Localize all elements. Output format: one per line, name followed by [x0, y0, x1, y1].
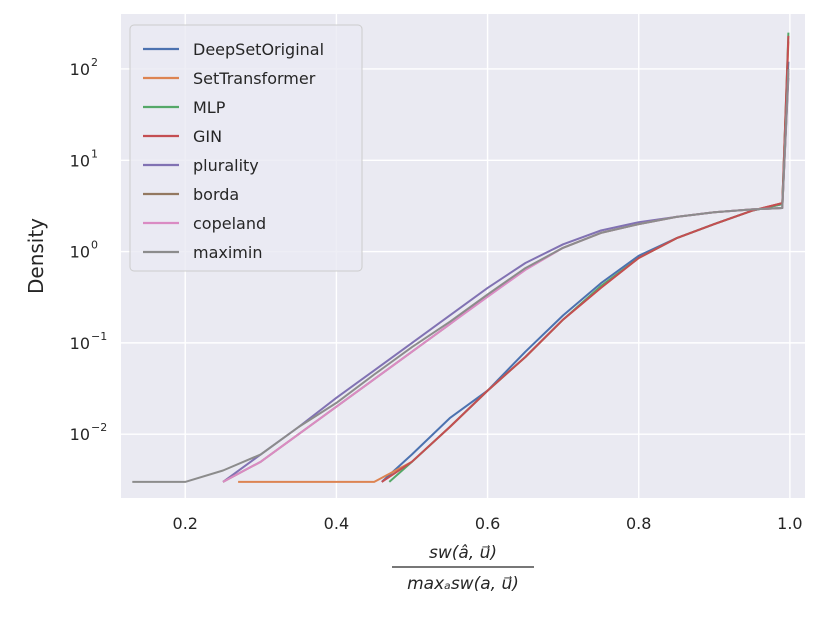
y-tick-base: 10: [70, 334, 90, 353]
legend: DeepSetOriginal SetTransformer MLP GIN plura…: [129, 24, 363, 272]
legend-label-5: borda: [193, 185, 239, 204]
series-line-3: [381, 35, 790, 483]
legend-label-2: MLP: [193, 98, 226, 117]
y-tick-exponent: 1: [91, 147, 98, 160]
x-axis-label-numerator: sw(â, u⃗): [429, 543, 497, 563]
y-tick-label: 10 2: [70, 56, 98, 79]
series-lines: [132, 32, 790, 483]
x-tick-label: 0.8: [626, 514, 651, 533]
legend-label-0: DeepSetOriginal: [193, 40, 324, 59]
y-tick-label: 10 −2: [70, 421, 108, 444]
legend-label-7: maximin: [193, 243, 262, 262]
y-tick-base: 10: [70, 151, 90, 170]
y-tick-exponent: 0: [91, 239, 98, 252]
legend-label-3: GIN: [193, 127, 222, 146]
legend-label-1: SetTransformer: [193, 69, 316, 88]
y-tick-exponent: −1: [91, 330, 107, 343]
legend-label-4: plurality: [193, 156, 259, 175]
y-tick-label: 10 1: [70, 147, 98, 170]
y-tick-base: 10: [70, 60, 90, 79]
legend-label-6: copeland: [193, 214, 266, 233]
x-tick-label: 0.6: [475, 514, 500, 533]
y-tick-exponent: 2: [91, 56, 98, 69]
y-axis-label: Density: [24, 218, 48, 294]
y-tick-label: 10 −1: [70, 330, 108, 353]
y-tick-base: 10: [70, 425, 90, 444]
y-tick-base: 10: [70, 243, 90, 262]
x-tick-label: 0.2: [173, 514, 198, 533]
x-axis-label-denominator: maxₐsw(a, u⃗): [407, 574, 519, 594]
y-tick-label: 10 0: [70, 239, 98, 262]
series-line-7: [132, 68, 790, 483]
x-tick-labels: 0.2 0.4 0.6 0.8 1.0: [173, 514, 803, 533]
legend-box: [129, 24, 363, 272]
x-tick-label: 1.0: [777, 514, 802, 533]
x-tick-label: 0.4: [324, 514, 349, 533]
y-tick-exponent: −2: [91, 421, 107, 434]
